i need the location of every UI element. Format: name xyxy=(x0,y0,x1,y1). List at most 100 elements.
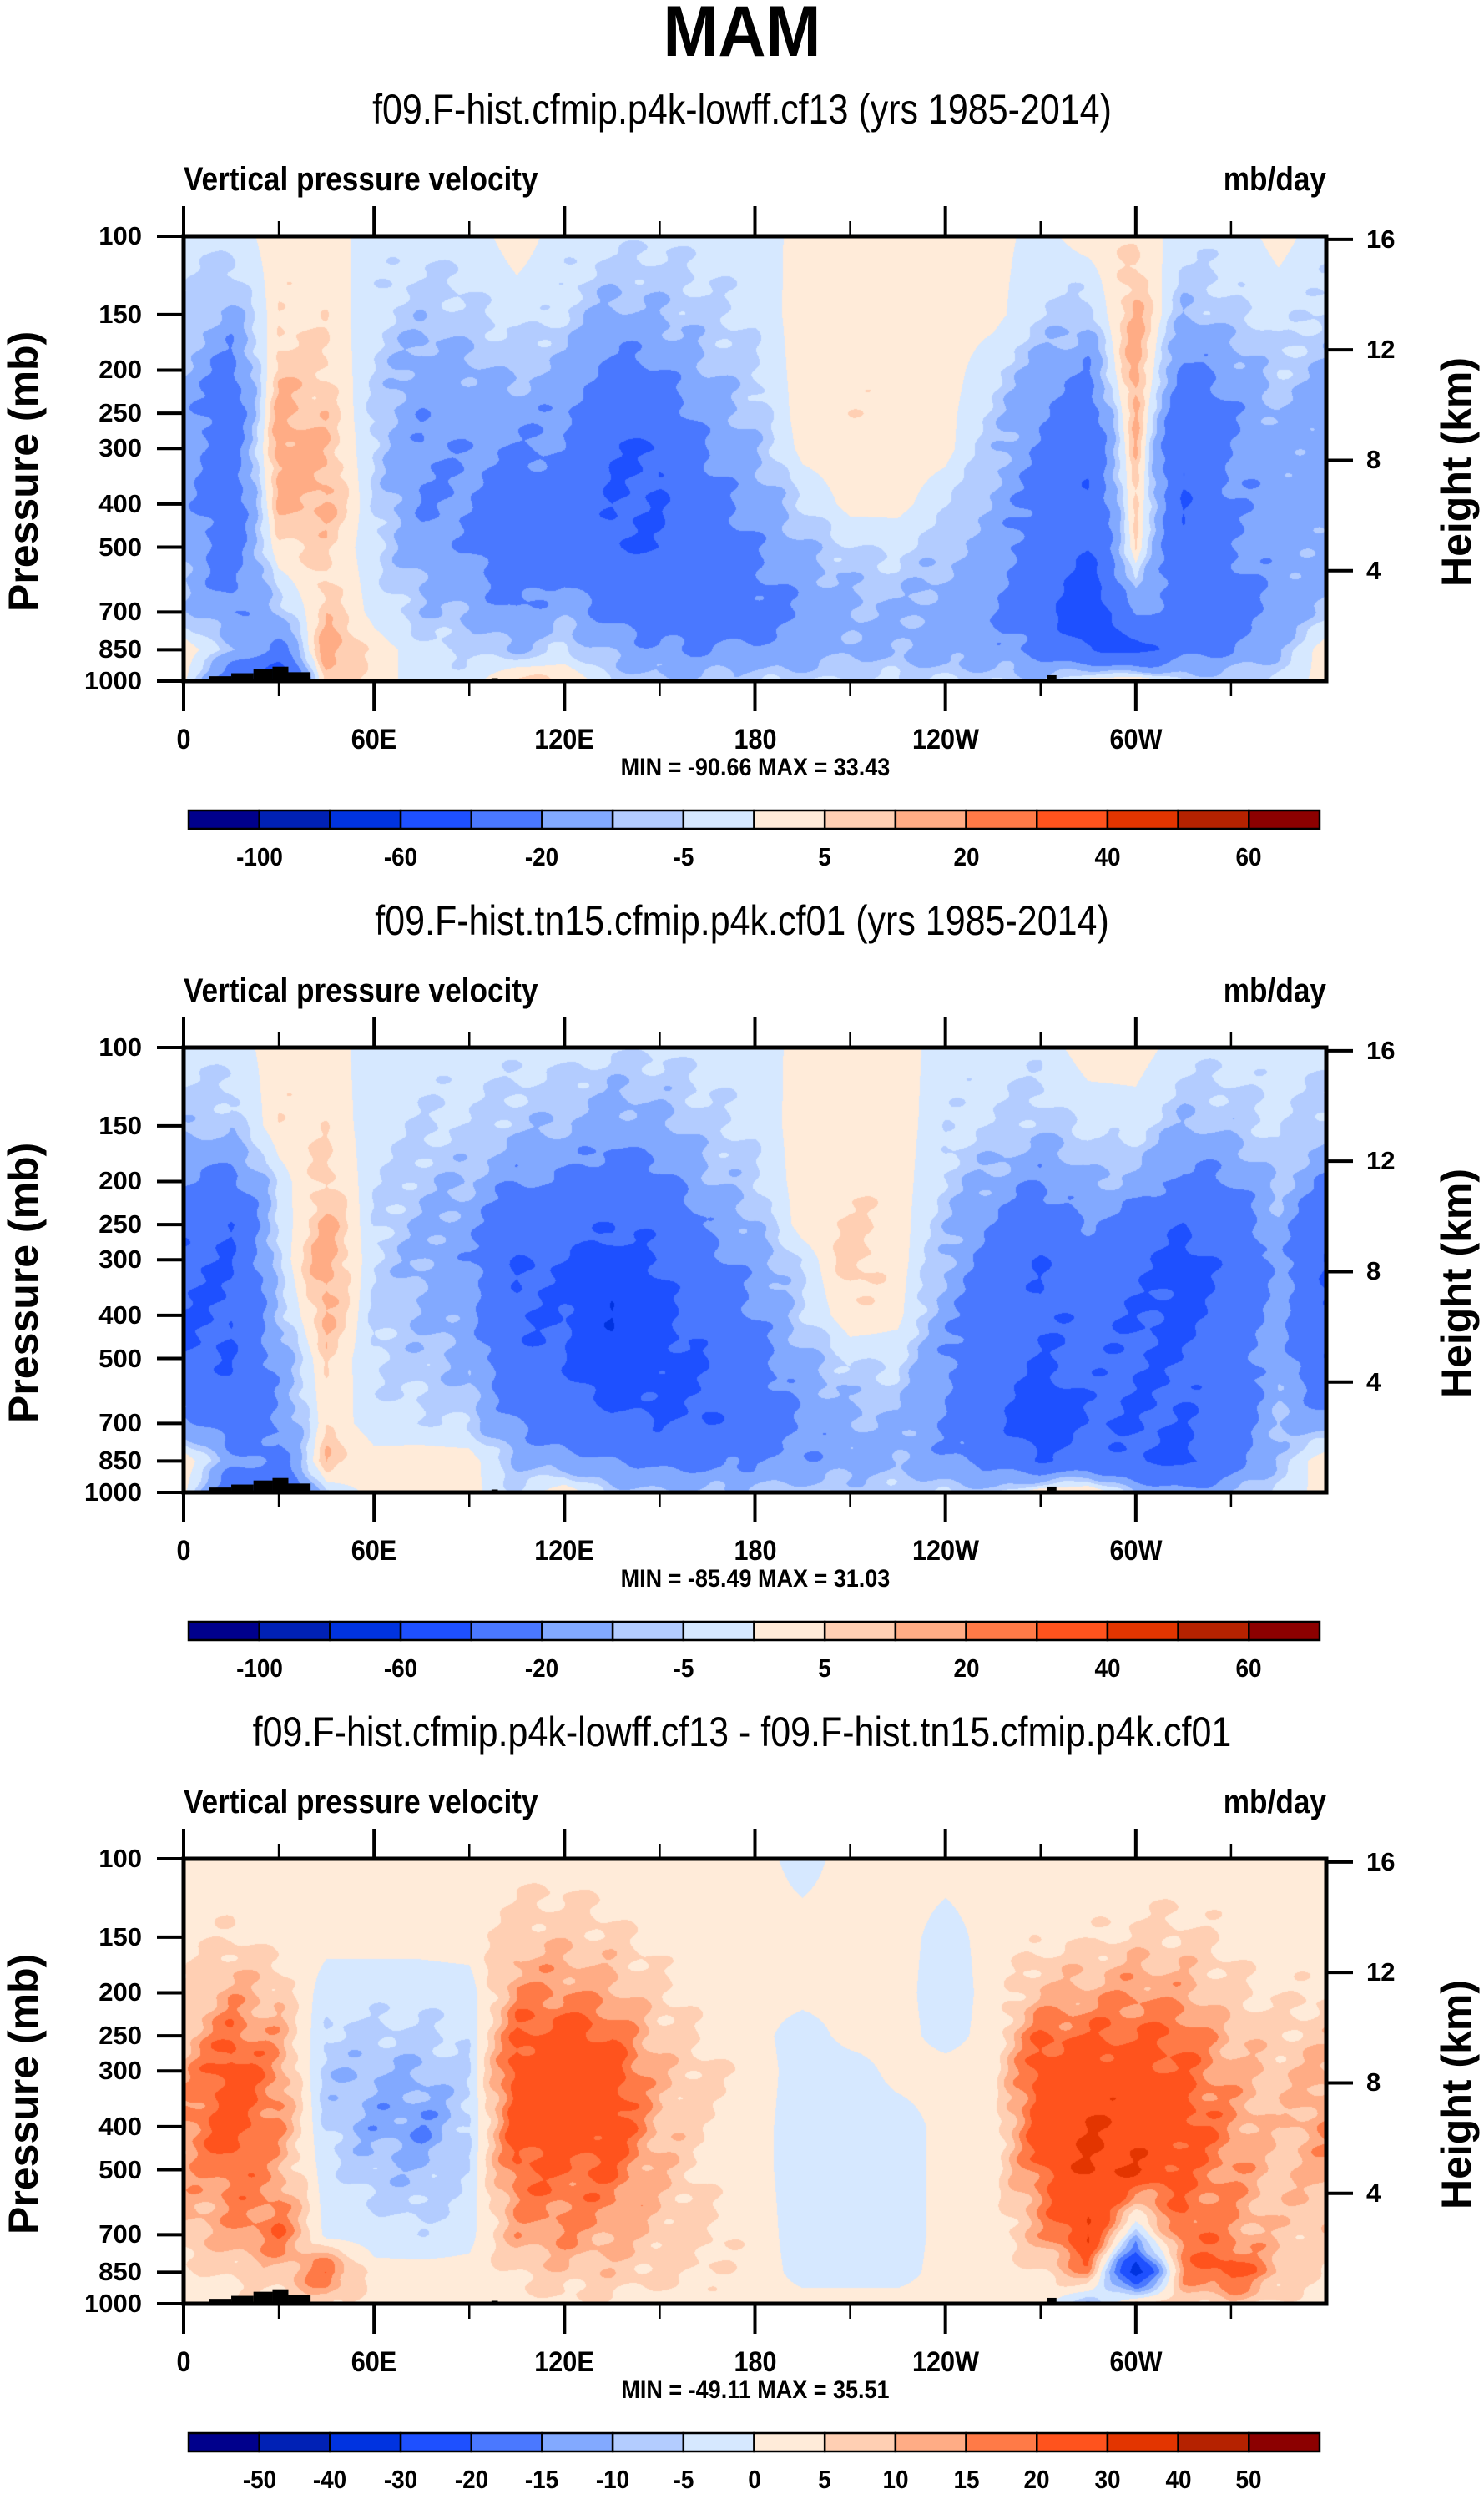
y-tick-label: 150 xyxy=(98,1921,142,1951)
x-tick-label: 0 xyxy=(176,1535,191,1567)
y-tick-label: 150 xyxy=(98,1110,142,1140)
colorbar-label: -10 xyxy=(595,2465,630,2494)
min-max-label: MIN = -85.49 MAX = 31.03 xyxy=(620,1565,890,1593)
x-tick-label: 120E xyxy=(534,724,595,755)
topography-mask xyxy=(288,2295,311,2304)
y-right-tick-label: 8 xyxy=(1366,2067,1381,2098)
colorbar-label: 60 xyxy=(1235,1653,1262,1683)
topography-mask xyxy=(288,1483,311,1492)
y-tick-label: 700 xyxy=(98,1408,142,1438)
y-right-tick-label: 16 xyxy=(1366,1035,1396,1065)
panel-title: f09.F-hist.cfmip.p4k-lowff.cf13 (yrs 198… xyxy=(372,86,1112,133)
colorbar-label: 20 xyxy=(953,1653,980,1683)
y-tick-label: 200 xyxy=(98,1977,142,2007)
topography-mask xyxy=(272,1477,289,1492)
y-tick-label: 500 xyxy=(98,1343,142,1373)
y-tick-label: 250 xyxy=(98,1209,142,1239)
colorbar-box xyxy=(1036,2431,1109,2453)
x-tick-label: 180 xyxy=(733,724,777,755)
figure-title: MAM xyxy=(663,0,821,72)
colorbar-label: -15 xyxy=(525,2465,559,2494)
colorbar-box xyxy=(399,2431,472,2453)
colorbar-label: 10 xyxy=(882,2465,909,2494)
x-tick-label: 120W xyxy=(911,724,979,755)
y-tick-label: 200 xyxy=(98,355,142,385)
colorbar-box xyxy=(1248,2431,1321,2453)
topography-mask xyxy=(253,2291,273,2304)
y-axis-title: Pressure (mb) xyxy=(0,1953,47,2234)
topography-mask xyxy=(1047,1486,1057,1492)
y-right-tick-label: 16 xyxy=(1366,224,1396,254)
topography-mask xyxy=(272,2289,289,2304)
y-tick-label: 700 xyxy=(98,2219,142,2249)
colorbar-label: 40 xyxy=(1094,1653,1121,1683)
colorbar-label: -40 xyxy=(313,2465,347,2494)
x-tick-label: 60W xyxy=(1109,1535,1163,1567)
colorbar-box xyxy=(470,2431,543,2453)
y-tick-label: 300 xyxy=(98,433,142,463)
colorbar-box xyxy=(1106,2431,1179,2453)
left-string: Vertical pressure velocity xyxy=(184,1784,538,1820)
plot-frame xyxy=(181,1856,1329,2306)
colorbar-box xyxy=(258,2431,331,2453)
x-tick-label: 120W xyxy=(911,1535,979,1567)
x-tick-label: 60W xyxy=(1109,724,1163,755)
y-tick-label: 250 xyxy=(98,2021,142,2051)
y-right-tick-label: 4 xyxy=(1366,555,1381,585)
y-tick-label: 300 xyxy=(98,2056,142,2086)
topography-mask xyxy=(231,1484,254,1492)
y-tick-label: 1000 xyxy=(84,666,142,695)
colorbar-box xyxy=(753,2431,826,2453)
colorbar-label: 50 xyxy=(1235,2465,1262,2494)
colorbar-label: 20 xyxy=(953,842,980,871)
colorbar-label: -5 xyxy=(673,2465,694,2494)
contour-field xyxy=(184,1048,1326,1492)
contour-field xyxy=(184,236,1326,681)
y-tick-label: 850 xyxy=(98,1446,142,1476)
y-right-tick-label: 12 xyxy=(1366,1957,1396,1987)
topography-mask xyxy=(209,2299,232,2304)
topography-mask xyxy=(253,1480,273,1492)
x-tick-label: 120W xyxy=(911,2346,979,2378)
min-max-label: MIN = -49.11 MAX = 35.51 xyxy=(620,2376,890,2404)
colorbar-label: -20 xyxy=(525,1653,559,1683)
y-tick-label: 200 xyxy=(98,1166,142,1196)
y-tick-label: 300 xyxy=(98,1244,142,1275)
colorbar-label: 20 xyxy=(1023,2465,1050,2494)
x-tick-label: 0 xyxy=(176,724,191,755)
right-string: mb/day xyxy=(1223,972,1326,1009)
colorbar-label: 60 xyxy=(1235,842,1262,871)
colorbar-box xyxy=(965,2431,1038,2453)
x-tick-label: 120E xyxy=(534,1535,595,1567)
colorbar-label: -50 xyxy=(242,2465,276,2494)
x-tick-label: 60E xyxy=(351,1535,397,1567)
colorbar-box xyxy=(1248,809,1321,830)
colorbar-label: 0 xyxy=(747,2465,761,2494)
y-tick-label: 100 xyxy=(98,1844,142,1873)
x-tick-label: 180 xyxy=(733,2346,777,2378)
colorbar-box xyxy=(682,2431,755,2453)
colorbar-label: -100 xyxy=(235,842,283,871)
contour-field xyxy=(184,1859,1326,2304)
colorbar-box xyxy=(187,2431,260,2453)
colorbar-label: -5 xyxy=(673,1653,694,1683)
x-tick-label: 60E xyxy=(351,2346,397,2378)
y-tick-label: 400 xyxy=(98,488,142,518)
colorbar-label: -5 xyxy=(673,842,694,871)
y-right-tick-label: 4 xyxy=(1366,1366,1381,1396)
colorbar-label: 5 xyxy=(818,1653,831,1683)
y-right-tick-label: 8 xyxy=(1366,445,1381,475)
y-tick-label: 1000 xyxy=(84,2289,142,2318)
x-tick-label: 60E xyxy=(351,724,397,755)
y-right-tick-label: 12 xyxy=(1366,1146,1396,1176)
topography-mask xyxy=(231,2295,254,2304)
x-tick-label: 120E xyxy=(534,2346,595,2378)
panel-title: f09.F-hist.tn15.cfmip.p4k.cf01 (yrs 1985… xyxy=(375,897,1109,944)
y-right-axis-title: Height (km) xyxy=(1433,1980,1480,2209)
colorbar-label: -30 xyxy=(383,2465,418,2494)
colorbar-label: 5 xyxy=(818,2465,831,2494)
topography-mask xyxy=(209,1487,232,1492)
